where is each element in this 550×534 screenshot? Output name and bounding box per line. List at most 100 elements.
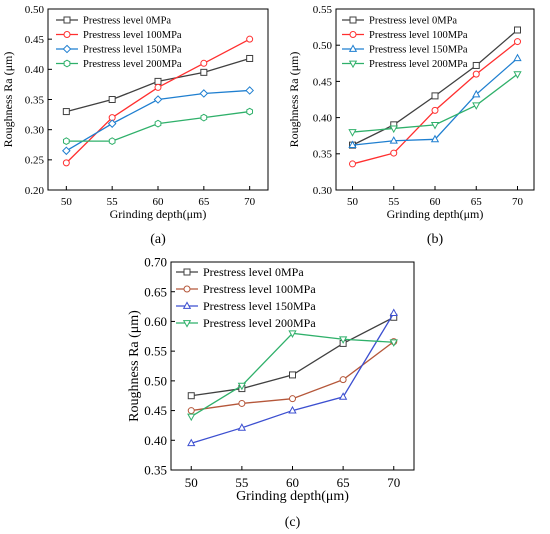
series-4 [348, 71, 522, 137]
data-point [472, 61, 480, 69]
legend-marker [182, 301, 192, 309]
data-point [472, 102, 481, 110]
data-point [187, 438, 196, 447]
data-point [200, 68, 208, 76]
data-point [107, 119, 117, 128]
x-tick-label: 60 [286, 475, 299, 490]
y-tick-label: 0.50 [313, 40, 333, 52]
legend-marker [348, 60, 358, 69]
x-tick-label: 65 [198, 196, 210, 208]
data-point [200, 113, 208, 122]
legend-label: Prestress level 200MPa [83, 59, 182, 70]
data-point [246, 107, 254, 116]
data-point [513, 71, 522, 79]
data-point [238, 399, 246, 407]
y-tick-label: 0.45 [144, 403, 167, 418]
data-point [431, 92, 439, 100]
y-tick-label: 0.45 [25, 34, 45, 46]
data-point [187, 413, 196, 422]
data-point [338, 392, 348, 400]
data-point [187, 392, 195, 400]
data-point [154, 77, 162, 85]
y-tick-label: 0.70 [144, 255, 167, 270]
x-tick-label: 50 [185, 475, 198, 490]
legend-label: Prestress level 100MPa [369, 30, 468, 41]
y-tick-label: 0.50 [25, 4, 45, 16]
legend-marker [63, 59, 71, 68]
data-point [430, 121, 440, 130]
series-3 [62, 86, 254, 156]
series-4 [187, 330, 398, 422]
legend-label: Prestress level 0MPa [203, 265, 304, 279]
data-point [390, 149, 398, 157]
data-point [289, 371, 296, 379]
legend-marker [183, 285, 191, 293]
panel-caption: (c) [285, 515, 301, 530]
x-tick-label: 50 [347, 196, 359, 208]
data-point [431, 106, 439, 114]
x-tick-label: 65 [471, 196, 483, 208]
legend-label: Prestress level 200MPa [369, 59, 468, 70]
data-point [472, 89, 481, 98]
x-tick-label: 70 [512, 196, 524, 208]
y-tick-label: 0.35 [144, 463, 167, 478]
series-1 [62, 54, 254, 116]
data-point [237, 382, 247, 391]
data-point [513, 53, 522, 62]
y-tick-label: 0.30 [313, 185, 333, 197]
x-tick-label: 60 [153, 196, 165, 208]
x-tick-label: 70 [387, 475, 400, 490]
y-axis-label: Roughness Ra (μm) [1, 52, 15, 148]
data-point [62, 159, 70, 167]
series-line [352, 57, 518, 146]
data-point [389, 308, 398, 317]
panel-caption: (b) [427, 232, 444, 247]
data-point [154, 119, 162, 128]
legend-marker [63, 16, 71, 24]
data-point [108, 137, 116, 146]
data-point [472, 70, 480, 78]
y-tick-label: 0.30 [25, 125, 45, 137]
y-tick-label: 0.60 [144, 314, 167, 329]
panel-caption: (a) [150, 232, 166, 247]
y-axis-label: Roughness Ra (μm) [287, 52, 301, 148]
data-point [289, 395, 296, 403]
chart-panel-1: 50 55 60 65 70 0.20 0.25 0.30 0.35 0.40 0.45 0.50 Gr… [1, 4, 269, 247]
data-point [153, 95, 163, 104]
y-tick-label: 0.20 [25, 185, 45, 197]
legend-marker [62, 44, 72, 54]
y-tick-label: 0.65 [144, 284, 167, 299]
data-point [348, 140, 357, 149]
data-point [389, 125, 398, 134]
legend-marker [348, 44, 358, 52]
data-point [430, 134, 440, 143]
legend-marker [349, 31, 357, 38]
chart-panel-2: 50 55 60 65 70 0.30 0.35 0.40 0.45 0.50 0.55 Grindi… [287, 4, 535, 247]
y-tick-label: 0.55 [313, 4, 333, 16]
x-tick-label: 65 [337, 475, 350, 490]
data-point [246, 54, 254, 62]
legend-marker [349, 16, 357, 24]
y-tick-label: 0.35 [313, 149, 333, 161]
data-point [62, 146, 71, 156]
data-point [389, 339, 398, 347]
legend-label: Prestress level 0MPa [83, 16, 171, 27]
data-point [514, 26, 521, 34]
x-axis-label: Grinding depth(μm) [110, 207, 207, 221]
legend-label: Prestress level 100MPa [83, 30, 182, 41]
y-tick-label: 0.40 [25, 64, 45, 76]
data-point [154, 83, 162, 91]
data-point [288, 405, 297, 414]
legend-label: Prestress level 150MPa [203, 299, 316, 313]
data-point [237, 423, 247, 431]
data-point [199, 89, 209, 98]
legend-marker [183, 268, 191, 276]
chart-panel-3: 50 55 60 65 70 0.35 0.40 0.45 0.50 0.55 0.60 0.65 0.… [127, 255, 415, 530]
legend-marker [182, 320, 192, 328]
series-2 [187, 338, 398, 415]
legend-marker [63, 31, 71, 38]
data-point [200, 59, 208, 67]
data-point [62, 108, 70, 116]
legend-label: Prestress level 150MPa [369, 45, 468, 56]
data-point [338, 336, 348, 344]
